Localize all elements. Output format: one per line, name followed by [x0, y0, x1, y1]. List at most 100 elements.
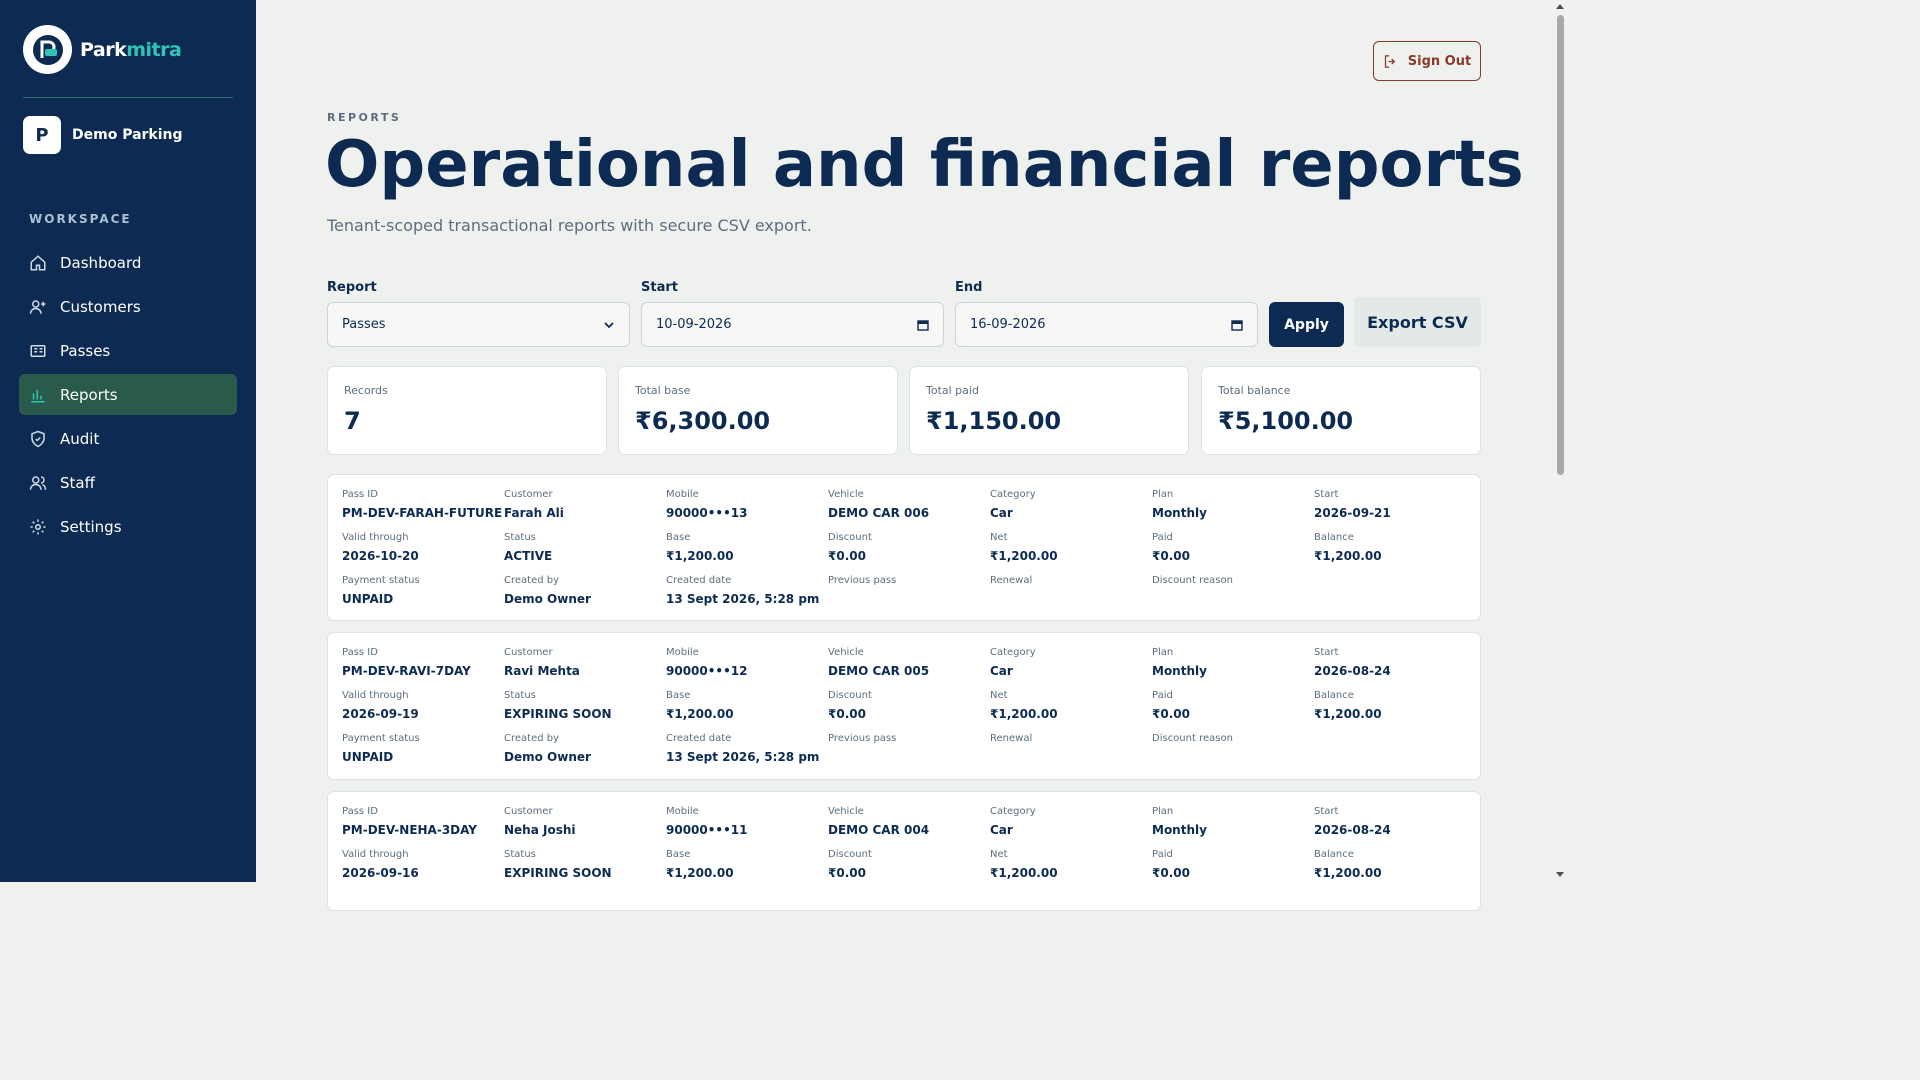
- record-field-value: ₹1,200.00: [990, 866, 1058, 880]
- record-field-label: Balance: [1314, 532, 1354, 543]
- record-field-label: Discount reason: [1152, 575, 1233, 586]
- record-field-value: ₹0.00: [1152, 866, 1190, 880]
- sidebar-item-passes[interactable]: Passes: [19, 330, 237, 371]
- sign-out-icon: [1384, 54, 1395, 68]
- record-field: Created by Demo Owner: [504, 575, 664, 606]
- sidebar-item-label: Dashboard: [60, 253, 142, 272]
- record-field-label: Payment status: [342, 733, 420, 744]
- record-field: Discount ₹0.00: [828, 690, 988, 721]
- stat-card-total-base: Total base ₹6,300.00: [618, 366, 898, 455]
- record-field-label: Renewal: [990, 575, 1033, 586]
- record-field-label: Pass ID: [342, 647, 378, 658]
- sidebar-nav: Dashboard Customers Passes Reports Audit: [19, 242, 237, 550]
- scrollbar-thumb[interactable]: [1557, 15, 1564, 475]
- record-field-value: ₹0.00: [1152, 707, 1190, 721]
- record-field-label: Base: [666, 690, 691, 701]
- record-field-value: ₹1,200.00: [666, 866, 734, 880]
- record-field: Category Car: [990, 806, 1150, 837]
- record-field: Renewal: [990, 575, 1150, 592]
- stat-value: ₹5,100.00: [1218, 407, 1354, 435]
- report-select[interactable]: Passes: [327, 302, 630, 347]
- record-field: Created date 13 Sept 2026, 5:28 pm: [666, 575, 826, 606]
- record-field-value: Demo Owner: [504, 750, 591, 764]
- sidebar-item-staff[interactable]: Staff: [19, 462, 237, 503]
- record-field-label: Pass ID: [342, 806, 378, 817]
- record-field-label: Renewal: [990, 733, 1033, 744]
- record-field: Start 2026-09-21: [1314, 489, 1474, 520]
- record-field: Category Car: [990, 489, 1150, 520]
- record-field: Balance ₹1,200.00: [1314, 849, 1474, 880]
- stat-value: ₹6,300.00: [635, 407, 771, 435]
- record-field: Start 2026-08-24: [1314, 647, 1474, 678]
- scroll-down-arrow-icon[interactable]: [1556, 872, 1564, 877]
- sidebar-item-dashboard[interactable]: Dashboard: [19, 242, 237, 283]
- record-field: Valid through 2026-09-16: [342, 849, 502, 880]
- record-field: Status EXPIRING SOON: [504, 849, 664, 880]
- record-field: Balance ₹1,200.00: [1314, 690, 1474, 721]
- record-field-value: ₹0.00: [1152, 549, 1190, 563]
- calendar-icon[interactable]: [917, 319, 929, 331]
- record-field-label: Created by: [504, 733, 560, 744]
- record-field-value: 90000•••12: [666, 664, 748, 678]
- sign-out-button[interactable]: Sign Out: [1373, 41, 1481, 81]
- record-field-value: DEMO CAR 005: [828, 664, 930, 678]
- start-date-value: 10-09-2026: [656, 317, 732, 332]
- record-field-label: Plan: [1152, 647, 1174, 658]
- record-field-value: ₹0.00: [828, 549, 866, 563]
- record-field: Net ₹1,200.00: [990, 532, 1150, 563]
- page-eyebrow: REPORTS: [327, 111, 402, 124]
- record-field-value: ₹1,200.00: [990, 707, 1058, 721]
- start-date-input[interactable]: 10-09-2026: [641, 302, 944, 347]
- calendar-icon[interactable]: [1231, 319, 1243, 331]
- record-field-value: Monthly: [1152, 506, 1207, 520]
- report-label: Report: [327, 280, 377, 295]
- record-field-value: PM-DEV-NEHA-3DAY: [342, 823, 477, 837]
- pass-card-icon: [29, 342, 47, 360]
- brand[interactable]: Parkmitra: [23, 25, 182, 74]
- sidebar-item-label: Passes: [60, 341, 111, 360]
- record-field-value: UNPAID: [342, 750, 394, 764]
- record-field-label: Category: [990, 806, 1036, 817]
- record-field-value: ₹1,200.00: [1314, 707, 1382, 721]
- record-field-label: Vehicle: [828, 647, 864, 658]
- sign-out-label: Sign Out: [1407, 53, 1472, 69]
- sidebar-item-customers[interactable]: Customers: [19, 286, 237, 327]
- record-field-label: Net: [990, 849, 1008, 860]
- record-field-value: PM-DEV-RAVI-7DAY: [342, 664, 471, 678]
- end-label: End: [955, 280, 983, 295]
- end-date-value: 16-09-2026: [970, 317, 1046, 332]
- record-field-label: Discount: [828, 690, 872, 701]
- record-field: Start 2026-08-24: [1314, 806, 1474, 837]
- report-select-value: Passes: [342, 317, 386, 332]
- record-field-label: Valid through: [342, 532, 409, 543]
- record-field-label: Pass ID: [342, 489, 378, 500]
- stat-label: Total paid: [926, 384, 979, 397]
- record-field-label: Paid: [1152, 690, 1173, 701]
- sidebar-item-reports[interactable]: Reports: [19, 374, 237, 415]
- chevron-down-icon: [604, 321, 614, 328]
- record-field: Paid ₹0.00: [1152, 849, 1312, 880]
- sidebar-item-audit[interactable]: Audit: [19, 418, 237, 459]
- record-field-value: ₹1,200.00: [990, 549, 1058, 563]
- record-field-label: Vehicle: [828, 806, 864, 817]
- scroll-up-arrow-icon[interactable]: [1556, 4, 1564, 9]
- apply-button[interactable]: Apply: [1269, 302, 1344, 347]
- tenant-switcher[interactable]: P Demo Parking: [23, 116, 183, 154]
- record-field-label: Plan: [1152, 806, 1174, 817]
- record-field-value: ₹1,200.00: [1314, 549, 1382, 563]
- stat-label: Total base: [635, 384, 691, 397]
- record-field-label: Payment status: [342, 575, 420, 586]
- record-field-value: ₹0.00: [828, 707, 866, 721]
- brand-name: Parkmitra: [80, 39, 182, 61]
- sidebar-item-settings[interactable]: Settings: [19, 506, 237, 547]
- record-field: Vehicle DEMO CAR 005: [828, 647, 988, 678]
- stat-card-records: Records 7: [327, 366, 607, 455]
- record-field: Previous pass: [828, 575, 988, 592]
- page-scrollbar[interactable]: [1553, 0, 1568, 882]
- stat-value: ₹1,150.00: [926, 407, 1062, 435]
- export-csv-button[interactable]: Export CSV: [1354, 297, 1481, 347]
- record-field: Net ₹1,200.00: [990, 690, 1150, 721]
- end-date-input[interactable]: 16-09-2026: [955, 302, 1258, 347]
- record-field: Base ₹1,200.00: [666, 849, 826, 880]
- record-field-label: Valid through: [342, 690, 409, 701]
